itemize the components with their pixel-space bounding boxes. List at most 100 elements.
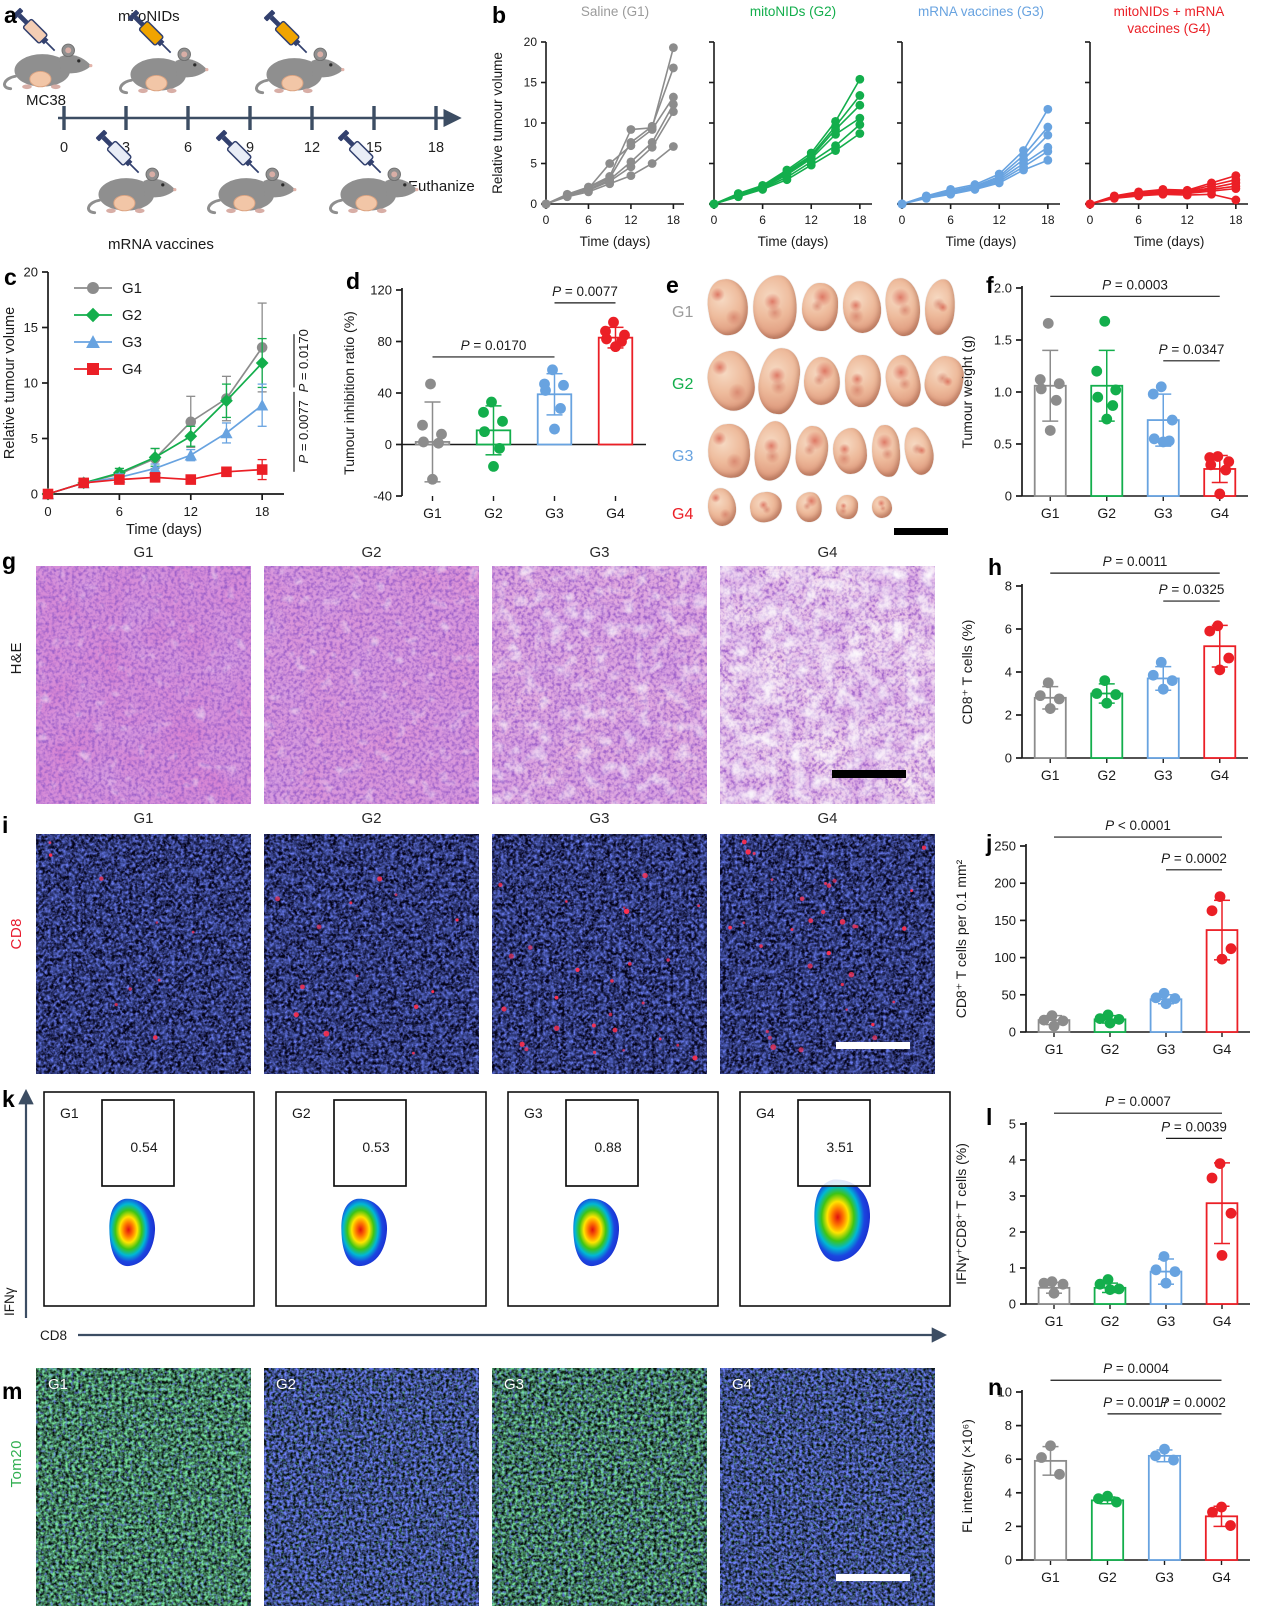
svg-text:20: 20 [24, 265, 38, 280]
svg-text:18: 18 [853, 213, 867, 227]
if-image-g4 [720, 834, 935, 1074]
svg-text:P = 0.0011: P = 0.0011 [1103, 554, 1168, 569]
tumour-photo [802, 356, 842, 406]
svg-text:10: 10 [24, 376, 38, 391]
svg-text:G3: G3 [1157, 1041, 1176, 1057]
svg-text:Tumour inhibition ratio (%): Tumour inhibition ratio (%) [341, 311, 357, 475]
svg-text:P = 0.0039: P = 0.0039 [1161, 1119, 1227, 1134]
svg-text:6: 6 [1005, 622, 1012, 637]
svg-text:Time (days): Time (days) [126, 522, 202, 538]
svg-text:18: 18 [1041, 213, 1055, 227]
svg-text:4: 4 [1005, 1485, 1012, 1500]
tom20-side-label: Tom20 [8, 1440, 25, 1488]
svg-text:10: 10 [524, 116, 538, 130]
svg-text:G2: G2 [1097, 505, 1116, 521]
svg-text:G1: G1 [1041, 767, 1060, 783]
panel-k-flow-cytometry: G1 0.54 G2 0.53 G3 0.88 G4 3.51 IFNγ CD8 [0, 1080, 952, 1350]
svg-text:P = 0.0170: P = 0.0170 [461, 338, 527, 353]
scale-bar [836, 1042, 910, 1049]
svg-text:G2: G2 [1101, 1313, 1120, 1329]
svg-text:G3: G3 [545, 505, 564, 521]
svg-text:0.88: 0.88 [594, 1139, 621, 1155]
svg-text:P = 0.0007: P = 0.0007 [1105, 1094, 1171, 1109]
if-image-g2 [264, 834, 479, 1074]
tom20-label-g1: G1 [48, 1376, 69, 1393]
svg-text:6: 6 [1135, 213, 1142, 227]
svg-text:40: 40 [378, 386, 392, 401]
svg-text:CD8⁺ T cells (%): CD8⁺ T cells (%) [959, 620, 975, 725]
he-image-g3 [492, 566, 707, 804]
svg-text:15: 15 [524, 76, 538, 90]
svg-text:0: 0 [44, 504, 51, 519]
svg-text:18: 18 [255, 504, 269, 519]
svg-text:G1: G1 [1045, 1041, 1064, 1057]
svg-text:12: 12 [624, 213, 638, 227]
tumour-photo [801, 282, 839, 332]
svg-text:Saline (G1): Saline (G1) [581, 4, 649, 19]
svg-text:P = 0.0325: P = 0.0325 [1159, 582, 1225, 597]
panel-letter-l: l [986, 1104, 993, 1130]
scale-bar [836, 1574, 910, 1581]
svg-text:15: 15 [366, 140, 382, 156]
svg-text:P = 0.0077: P = 0.0077 [552, 284, 618, 299]
tumour-row-g2 [704, 345, 967, 417]
svg-text:0: 0 [1005, 751, 1012, 766]
tom20-label-g4: G4 [732, 1376, 753, 1393]
svg-text:vaccines (G4): vaccines (G4) [1127, 21, 1210, 36]
svg-text:P = 0.0004: P = 0.0004 [1103, 1361, 1169, 1376]
svg-text:0: 0 [1009, 1297, 1016, 1312]
tom20-label-g2: G2 [276, 1376, 297, 1393]
svg-text:0: 0 [1087, 213, 1094, 227]
svg-text:G4: G4 [1210, 767, 1229, 783]
tumour-photo [869, 423, 903, 479]
he-label-g3: G3 [589, 544, 610, 561]
svg-text:1.5: 1.5 [994, 333, 1012, 348]
svg-text:20: 20 [524, 35, 538, 49]
svg-text:G1: G1 [1045, 1313, 1064, 1329]
chart-d: -40 0 40 80 120 Tumour inhibition ratio (%) G1… [338, 260, 660, 542]
he-label-g1: G1 [133, 544, 154, 561]
svg-text:2: 2 [1005, 1519, 1012, 1534]
svg-text:Time (days): Time (days) [1134, 234, 1205, 249]
svg-text:0: 0 [1005, 489, 1012, 504]
tumour-photo [794, 490, 824, 524]
svg-text:0.53: 0.53 [362, 1139, 389, 1155]
svg-text:5: 5 [1009, 1117, 1016, 1132]
svg-text:12: 12 [993, 213, 1007, 227]
svg-text:G4: G4 [1210, 505, 1229, 521]
svg-text:G3: G3 [1157, 1313, 1176, 1329]
panel-letter-e: e [666, 272, 679, 298]
chart-c: 0 5 10 15 20 0 6 12 18 Time (days) Relative tumour… [0, 260, 338, 542]
svg-text:G1: G1 [60, 1105, 79, 1121]
tumour-photo [754, 345, 804, 417]
euthanize-label: Euthanize [408, 178, 475, 195]
panel-letter-b: b [492, 2, 507, 28]
he-label-g2: G2 [361, 544, 382, 561]
he-image-g4 [720, 566, 935, 804]
tumour-row-label-g2: G2 [672, 376, 694, 393]
svg-text:6: 6 [947, 213, 954, 227]
tumour-row-g1 [703, 272, 959, 342]
svg-text:250: 250 [994, 839, 1016, 854]
svg-text:12: 12 [184, 504, 198, 519]
svg-text:0: 0 [543, 213, 550, 227]
he-label-g4: G4 [817, 544, 838, 561]
svg-text:G2: G2 [122, 307, 142, 324]
svg-text:6: 6 [184, 140, 192, 156]
svg-text:18: 18 [667, 213, 681, 227]
svg-text:CD8: CD8 [40, 1328, 67, 1343]
scale-bar [832, 770, 906, 778]
svg-text:G4: G4 [756, 1105, 775, 1121]
svg-text:0: 0 [711, 213, 718, 227]
svg-text:0.5: 0.5 [994, 437, 1012, 452]
svg-text:G3: G3 [1155, 1569, 1174, 1585]
svg-text:5: 5 [31, 431, 38, 446]
tom20-image-g4: G4 [720, 1368, 935, 1606]
mc38-label: MC38 [26, 92, 67, 109]
if-label-g4: G4 [817, 810, 838, 827]
svg-text:0.54: 0.54 [130, 1139, 157, 1155]
tumour-photo [901, 424, 937, 478]
svg-text:-40: -40 [373, 489, 392, 504]
